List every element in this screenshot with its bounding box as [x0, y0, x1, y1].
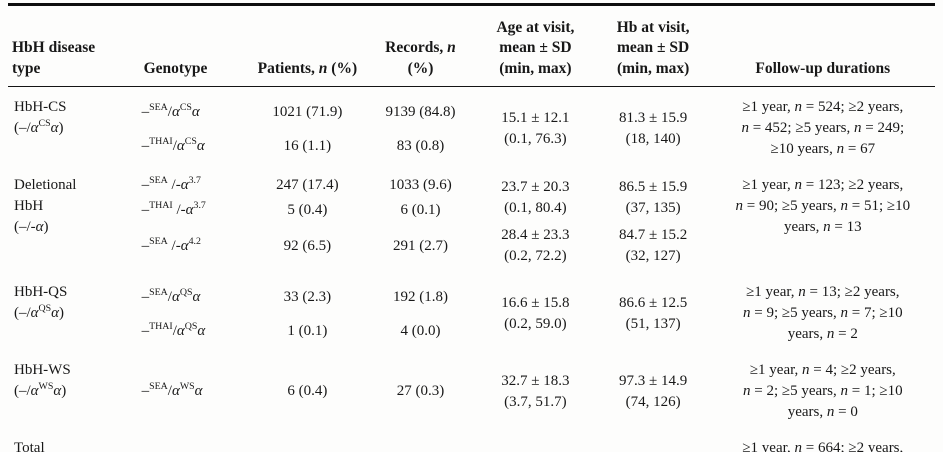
- patients-cell: 92 (6.5): [283, 237, 332, 254]
- records-cell: 83 (0.8): [396, 137, 445, 154]
- disease-type-cell: HbH-WS (–/αWSα): [14, 362, 71, 400]
- table-row: HbH-QS (–/αQSα) –SEA/αQSα 33 (2.3) 192 (1…: [8, 269, 935, 342]
- table-header: HbH disease type Genotype Patients, n (%)…: [8, 4, 935, 88]
- hbh-summary-table: HbH disease type Genotype Patients, n (%)…: [8, 3, 935, 452]
- genotype-cell: –SEA/αQSα: [141, 287, 201, 306]
- col-header-followup: Follow-up durations: [710, 4, 935, 88]
- col-header-hb: Hb at visit, mean ± SD (min, max): [595, 4, 711, 88]
- patients-cell: 33 (2.3): [283, 289, 332, 306]
- table-row: –THAI/αCSα 16 (1.1) 83 (0.8): [8, 130, 935, 162]
- table-row: –THAI/αQSα 1 (0.1) 4 (0.0): [8, 315, 935, 347]
- genotype-cell: –SEA/αCSα: [141, 102, 200, 121]
- hb-cell: 84.7 ± 15.2 (32, 127): [619, 227, 688, 265]
- records-cell: 27 (0.3): [396, 383, 445, 400]
- patients-cell: 247 (17.4): [276, 177, 339, 194]
- disease-type-cell: Deletional HbH (–/-α): [14, 177, 77, 236]
- followup-cell: ≥1 year, n = 13; ≥2 years, n = 9; ≥5 year…: [742, 284, 903, 343]
- hb-cell: 82.1 ± 15.9(18, 140): [596, 425, 711, 452]
- disease-type-cell: Total: [14, 440, 45, 452]
- records-cell: 291 (2.7): [392, 237, 448, 254]
- age-cell: 23.7 ± 20.3 (0.1, 80.4): [501, 179, 570, 217]
- hb-cell: 86.6 ± 12.5 (51, 137): [619, 294, 688, 332]
- hb-cell: 86.5 ± 15.9 (37, 135): [619, 179, 688, 217]
- records-cell: 6 (0.1): [400, 202, 441, 219]
- followup-cell: ≥1 year, n = 664; ≥2 years,n = 5; ≥5 yea…: [742, 440, 904, 452]
- records-cell: 1033 (9.6): [389, 177, 452, 194]
- disease-type-cell: HbH-CS (–/αCSα): [14, 99, 67, 137]
- records-cell: 9139 (84.8): [385, 104, 456, 121]
- genotype-cell: –THAI /-α3.7: [141, 200, 206, 219]
- table-row: HbH-CS (–/αCSα) –SEA/αCSα 1021 (71.9) 913…: [8, 87, 935, 157]
- genotype-cell: –SEA /-α3.7: [141, 175, 201, 194]
- hb-cell: 81.3 ± 15.9 (18, 140): [619, 109, 688, 147]
- table-row: –SEA /-α4.2 92 (6.5) 291 (2.7) 28.4 ± 23…: [8, 223, 935, 269]
- col-header-records: Records, n (%): [365, 4, 476, 88]
- followup-cell: ≥1 year, n = 4; ≥2 years, n = 2; ≥5 years…: [742, 362, 903, 421]
- genotype-cell: –THAI/αQSα: [141, 320, 206, 339]
- genotype-cell: –SEA /-α4.2: [141, 235, 201, 254]
- patients-cell: 6 (0.4): [287, 383, 328, 400]
- patients-cell: 16 (1.1): [283, 137, 332, 154]
- genotype-cell: [140, 425, 249, 452]
- records-cell: 192 (1.8): [392, 289, 448, 306]
- age-cell: 28.4 ± 23.3 (0.2, 72.2): [501, 227, 570, 265]
- table-row: Deletional HbH (–/-α) –SEA /-α3.7 247 (17.…: [8, 162, 935, 235]
- col-header-patients: Patients, n (%): [249, 4, 366, 88]
- age-cell: 16.3 ± 14.0(0.1, 80.4): [475, 425, 596, 452]
- table-row: HbH-WS (–/αWSα) –SEA/αWSα 6 (0.4) 27 (0.3…: [8, 347, 935, 425]
- records-cell: 4 (0.0): [400, 322, 441, 339]
- patients-cell: 1 (0.1): [287, 322, 328, 339]
- followup-cell: ≥1 year, n = 123; ≥2 years, n = 90; ≥5 ye…: [735, 177, 911, 236]
- col-header-age: Age at visit, mean ± SD (min, max): [475, 4, 596, 88]
- followup-cell: ≥1 year, n = 524; ≥2 years, n = 452; ≥5 y…: [741, 99, 905, 158]
- age-cell: 32.7 ± 18.3 (3.7, 51.7): [501, 372, 570, 410]
- hb-cell: 97.3 ± 14.9 (74, 126): [619, 372, 688, 410]
- col-header-disease-type: HbH disease type: [8, 4, 140, 88]
- table-row: –THAI /-α3.7 5 (0.4) 6 (0.1): [8, 198, 935, 223]
- genotype-cell: –SEA/αWSα: [141, 381, 203, 400]
- col-header-genotype: Genotype: [139, 4, 249, 88]
- records-cell: 10775 (100): [366, 425, 475, 452]
- age-cell: 16.6 ± 15.8 (0.2, 59.0): [501, 294, 570, 332]
- genotype-cell: –THAI/αCSα: [141, 135, 205, 154]
- disease-type-cell: HbH-QS (–/αQSα): [14, 284, 68, 322]
- table-row: Total 1421 (100) 10775 (100) 16.3 ± 14.0…: [8, 425, 935, 452]
- patients-cell: 5 (0.4): [287, 202, 328, 219]
- age-cell: 15.1 ± 12.1 (0.1, 76.3): [501, 109, 570, 147]
- patients-cell: 1021 (71.9): [272, 104, 343, 121]
- patients-cell: 1421 (100): [249, 425, 366, 452]
